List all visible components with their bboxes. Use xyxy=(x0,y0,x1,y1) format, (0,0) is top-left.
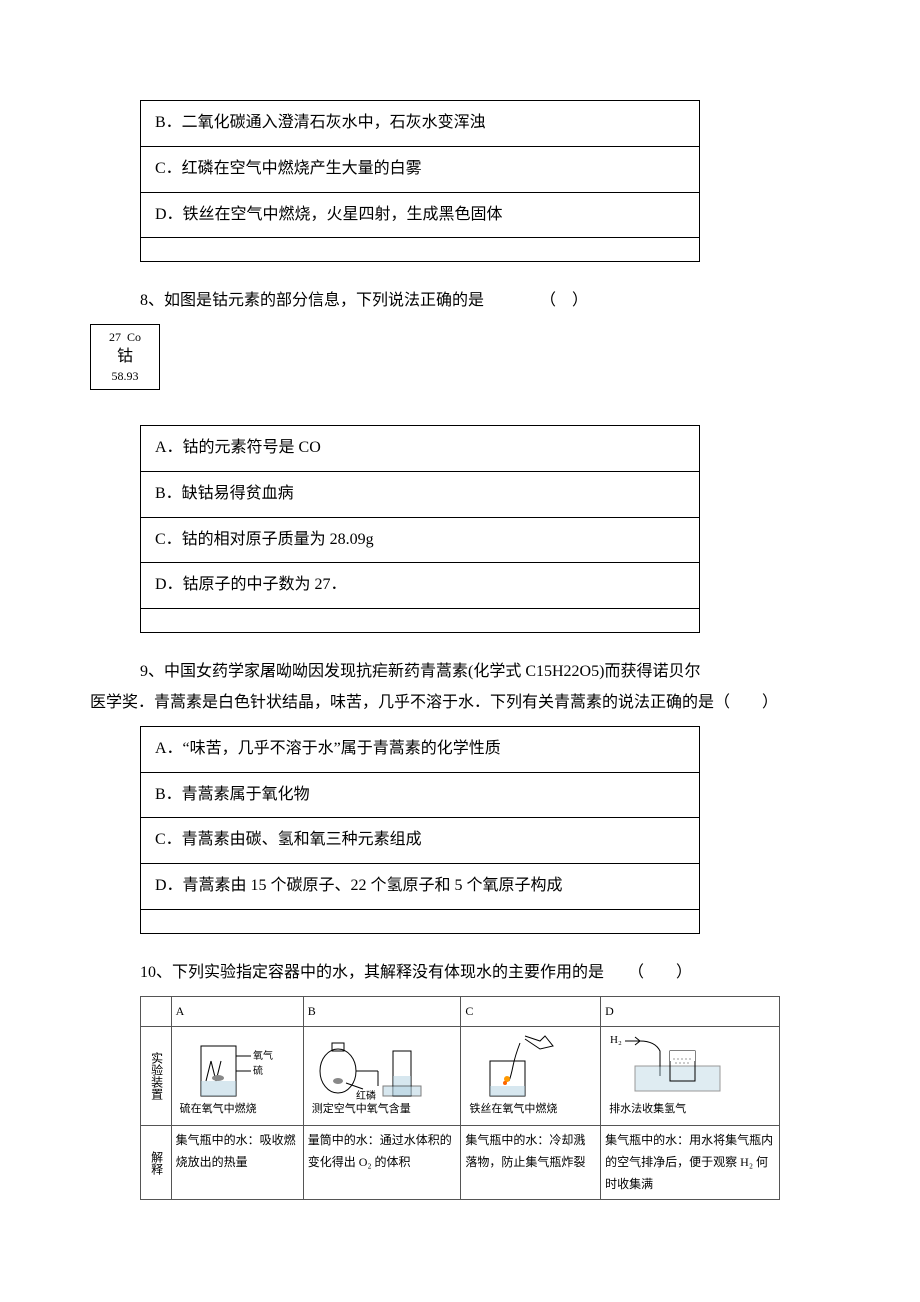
q9-option-c: C．青蒿素由碳、氢和氧三种元素组成 xyxy=(141,818,700,864)
label-sulfur: 硫 xyxy=(253,1064,263,1077)
q10-text: 10、下列实验指定容器中的水，其解释没有体现水的主要作用的是 （ ） xyxy=(140,959,830,988)
row-label-explanation: 解释 xyxy=(141,1126,172,1200)
explanation-b: 量筒中的水：通过水体积的变化得出 O₂ 的体积 xyxy=(303,1126,461,1200)
caption-b: 测定空气中氧气含量 xyxy=(312,1100,411,1120)
q9-text-line1: 9、中国女药学家屠呦呦因发现抗疟新药青蒿素(化学式 C15H22O5)而获得诺贝… xyxy=(90,658,830,687)
q8-option-a: A．钴的元素符号是 CO xyxy=(141,425,700,471)
q9-option-d: D．青蒿素由 15 个碳原子、22 个氢原子和 5 个氧原子构成 xyxy=(141,864,700,910)
q8-empty-row xyxy=(141,609,700,633)
element-row1: 27 Co xyxy=(97,329,153,346)
diagram-d: H₂ 排水法收集氢气 xyxy=(605,1031,775,1121)
q7-option-c: C．红磷在空气中燃烧产生大量的白雾 xyxy=(141,146,700,192)
q9-option-b: B．青蒿素属于氧化物 xyxy=(141,772,700,818)
diagram-cell-a: 氧气 硫 硫在氧气中燃烧 xyxy=(171,1027,303,1126)
q8-options-table: A．钴的元素符号是 CO B．缺钴易得贫血病 C．钴的相对原子质量为 28.09… xyxy=(140,425,700,633)
element-symbol: Co xyxy=(127,330,141,344)
explanation-c: 集气瓶中的水：冷却溅落物，防止集气瓶炸裂 xyxy=(461,1126,601,1200)
q8-option-d: D．钴原子的中子数为 27． xyxy=(141,563,700,609)
diagram-b: 红磷 测定空气中氧气含量 xyxy=(308,1031,457,1121)
blank-header xyxy=(141,996,172,1027)
explanation-a: 集气瓶中的水：吸收燃烧放出的热量 xyxy=(171,1126,303,1200)
diagram-a: 氧气 硫 硫在氧气中燃烧 xyxy=(176,1031,299,1121)
header-b: B xyxy=(303,996,461,1027)
explanation-d: 集气瓶中的水：用水将集气瓶内的空气排净后，便于观察 H₂ 何时收集满 xyxy=(601,1126,780,1200)
label-h2: H₂ xyxy=(610,1034,622,1046)
header-d: D xyxy=(601,996,780,1027)
caption-a: 硫在氧气中燃烧 xyxy=(180,1100,257,1120)
diagram-cell-b: 红磷 测定空气中氧气含量 xyxy=(303,1027,461,1126)
element-name: 钴 xyxy=(97,346,153,368)
label-oxygen: 氧气 xyxy=(253,1049,273,1062)
q7-empty-row xyxy=(141,238,700,262)
header-c: C xyxy=(461,996,601,1027)
q9-text-line2: 医学奖．青蒿素是白色针状结晶，味苦，几乎不溶于水．下列有关青蒿素的说法正确的是（… xyxy=(90,689,830,718)
q8-option-c: C．钴的相对原子质量为 28.09g xyxy=(141,517,700,563)
row-label-apparatus: 实验装置 xyxy=(141,1027,172,1126)
q7-option-d: D．铁丝在空气中燃烧，火星四射，生成黑色固体 xyxy=(141,192,700,238)
cobalt-element-box: 27 Co 钴 58.93 xyxy=(90,324,160,390)
q8-text: 8、如图是钴元素的部分信息，下列说法正确的是 （ ） xyxy=(140,287,830,316)
caption-c: 铁丝在氧气中燃烧 xyxy=(469,1100,557,1120)
diagram-cell-c: 铁丝在氧气中燃烧 xyxy=(461,1027,601,1126)
caption-d: 排水法收集氢气 xyxy=(609,1100,686,1120)
q7-option-b: B．二氧化碳通入澄清石灰水中，石灰水变浑浊 xyxy=(141,101,700,147)
q9-option-a: A．“味苦，几乎不溶于水”属于青蒿素的化学性质 xyxy=(141,726,700,772)
q10-experiment-table: A B C D 实验装置 氧气 硫 硫在氧气中燃烧 xyxy=(140,996,780,1200)
atomic-number: 27 xyxy=(109,330,121,344)
q9-empty-row xyxy=(141,909,700,933)
diagram-cell-d: H₂ 排水法收集氢气 xyxy=(601,1027,780,1126)
q9-options-table: A．“味苦，几乎不溶于水”属于青蒿素的化学性质 B．青蒿素属于氧化物 C．青蒿素… xyxy=(140,726,700,934)
q8-option-b: B．缺钴易得贫血病 xyxy=(141,471,700,517)
header-a: A xyxy=(171,996,303,1027)
atomic-mass: 58.93 xyxy=(97,368,153,385)
q7-options-table: B．二氧化碳通入澄清石灰水中，石灰水变浑浊 C．红磷在空气中燃烧产生大量的白雾 … xyxy=(140,100,700,262)
diagram-c: 铁丝在氧气中燃烧 xyxy=(465,1031,596,1121)
